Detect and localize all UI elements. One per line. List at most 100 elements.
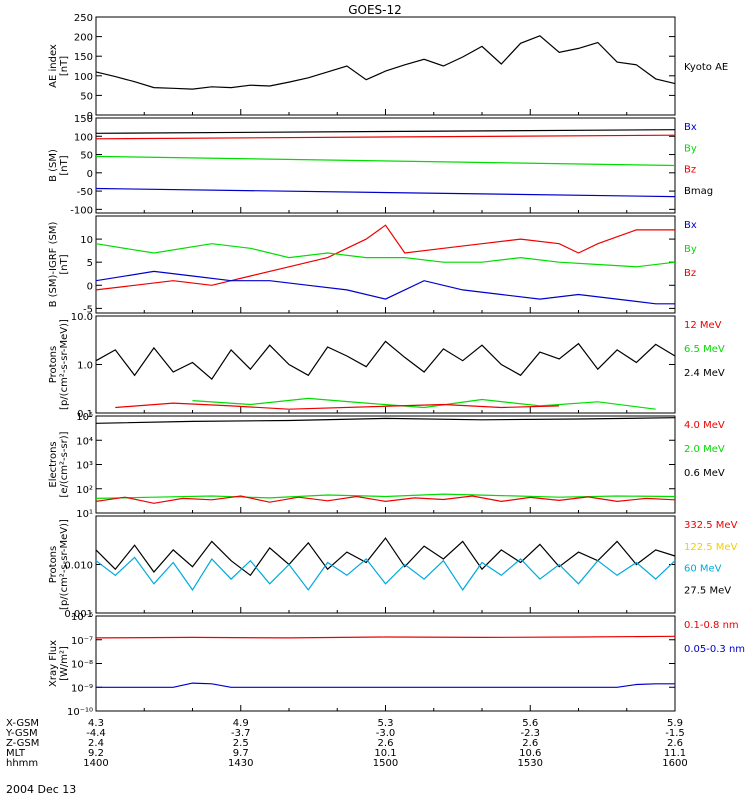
x-row-value: 1430: [228, 758, 253, 769]
y-tick-label: 10⁻⁷: [71, 636, 93, 647]
x-row-value: -1.5: [665, 728, 685, 739]
legend-entry: 0.6 MeV: [684, 468, 725, 479]
legend-entry: 332.5 MeV: [684, 520, 738, 531]
series-bx: [95, 270, 675, 305]
y-axis-label: [W/m²]: [59, 646, 70, 681]
y-tick-label: 50: [80, 91, 93, 102]
y-axis-label: [e/(cm²-s-sr)]: [59, 431, 70, 497]
legend-entry: 60 MeV: [684, 564, 722, 575]
y-tick-label: 10²: [76, 485, 93, 496]
x-row-value: -4.4: [86, 728, 106, 739]
series-bz: [95, 134, 676, 140]
panel-electrons: 10¹ 10² 10³ 10⁴ 10⁵ Electrons [e/(cm²-s-sr)] 4.…: [48, 412, 725, 520]
y-axis-label: B (SM): [48, 149, 59, 182]
panel-protons_hi: 0.001 0.010 Protons [p/(cm²-s-sr-MeV)] 332.5…: [48, 515, 738, 620]
series-12-mev: [115, 402, 560, 410]
x-row-value: 4.3: [88, 718, 104, 729]
y-tick-label: 100: [74, 72, 93, 83]
y-tick-label: 50: [80, 151, 93, 162]
y-tick-label: 250: [74, 13, 93, 24]
x-row-value: -3.7: [231, 728, 251, 739]
y-tick-label: 0: [87, 169, 93, 180]
series-60-mev: [95, 556, 676, 591]
panel-ae: 0 50 100 150 200 250 AE index [nT] Kyoto AE: [48, 13, 728, 122]
legend-entry: 27.5 MeV: [684, 585, 731, 596]
series-bmag: [95, 129, 676, 134]
y-axis-label: [p/(cm²-s-sr-MeV)]: [59, 519, 70, 610]
y-tick-label: 0: [87, 111, 93, 122]
x-row-label: Z-GSM: [6, 738, 39, 749]
y-tick-label: 10⁻¹⁰: [67, 707, 93, 718]
series-bx: [95, 187, 676, 198]
x-row-label: hhmm: [6, 758, 38, 769]
legend-entry: 122.5 MeV: [684, 542, 738, 553]
y-tick-label: 10: [80, 235, 93, 246]
date-label: 2004 Dec 13: [6, 783, 76, 796]
y-tick-label: 10.0: [71, 312, 93, 323]
panel-b: -100 -50 0 50 100 150 B (SM) [nT] Bx By Bz Bmag: [48, 114, 713, 216]
x-row-value: 9.2: [88, 748, 104, 759]
legend-entry: 2.0 MeV: [684, 444, 725, 455]
x-row-value: 4.9: [233, 718, 249, 729]
x-row-value: -3.0: [376, 728, 396, 739]
series-2-0-mev: [95, 493, 676, 499]
panel-frame: [95, 615, 676, 712]
y-tick-label: 5: [87, 258, 93, 269]
y-tick-label: 100: [74, 132, 93, 143]
y-tick-label: -5: [83, 304, 93, 315]
series-27-5-mev: [95, 537, 676, 577]
y-tick-label: 10⁵: [76, 412, 93, 423]
x-row-value: 2.6: [667, 738, 683, 749]
y-tick-label: 0.001: [64, 609, 93, 620]
y-tick-label: 150: [74, 114, 93, 125]
y-tick-label: 10⁻⁹: [71, 683, 93, 694]
x-row-value: 5.9: [667, 718, 683, 729]
x-row-value: 5.3: [378, 718, 394, 729]
x-row-value: 2.6: [378, 738, 394, 749]
x-row-value: 2.4: [88, 738, 104, 749]
series-2-4-mev: [95, 340, 676, 380]
x-row-value: 2.6: [522, 738, 538, 749]
legend-entry: 2.4 MeV: [684, 368, 725, 379]
panel-frame: [95, 315, 676, 414]
legend-entry: 6.5 MeV: [684, 344, 725, 355]
y-tick-label: -50: [77, 187, 93, 198]
x-row-label: X-GSM: [6, 718, 39, 729]
panel-frame: [95, 16, 676, 116]
series-0-05-0-3-nm: [96, 682, 675, 688]
panel-frame: [95, 515, 676, 614]
legend-entry: By: [684, 143, 697, 154]
y-axis-label: B (SM)-IGRF (SM): [48, 222, 59, 308]
legend-entry: Bmag: [684, 186, 713, 197]
x-row-value: 5.6: [522, 718, 538, 729]
y-tick-label: 10³: [76, 461, 93, 472]
x-row-label: MLT: [6, 748, 26, 759]
y-tick-label: 0.010: [64, 561, 93, 572]
legend-entry: 0.1-0.8 nm: [684, 620, 739, 631]
y-axis-label: [p/(cm²-s-sr-MeV)]: [59, 319, 70, 410]
x-row-value: 11.1: [664, 748, 686, 759]
x-row-value: 2.5: [233, 738, 249, 749]
series-0-1-0-8-nm: [95, 635, 676, 639]
y-tick-label: 10¹: [76, 509, 93, 520]
y-tick-label: 10⁴: [76, 436, 93, 447]
x-row-value: 10.1: [374, 748, 396, 759]
y-axis-label: [nT]: [59, 155, 70, 175]
x-row-value: 1600: [662, 758, 687, 769]
legend-entry: Bz: [684, 165, 696, 176]
x-row-label: Y-GSM: [5, 728, 38, 739]
legend-entry: Bz: [684, 268, 696, 279]
legend-entry: Bx: [684, 122, 697, 133]
series-by: [95, 243, 676, 268]
y-tick-label: 150: [74, 52, 93, 63]
x-row-value: 10.6: [519, 748, 541, 759]
series-kyoto-ae: [95, 35, 676, 90]
y-axis-label: Xray Flux: [48, 640, 59, 687]
legend-entry: Kyoto AE: [684, 62, 728, 73]
series-6-5-mev: [192, 397, 656, 410]
y-axis-label: Protons: [48, 346, 59, 383]
x-row-value: 1500: [373, 758, 398, 769]
y-axis-label: [nT]: [59, 254, 70, 274]
y-tick-label: 1.0: [77, 361, 93, 372]
y-tick-label: 10⁻⁶: [71, 612, 93, 623]
